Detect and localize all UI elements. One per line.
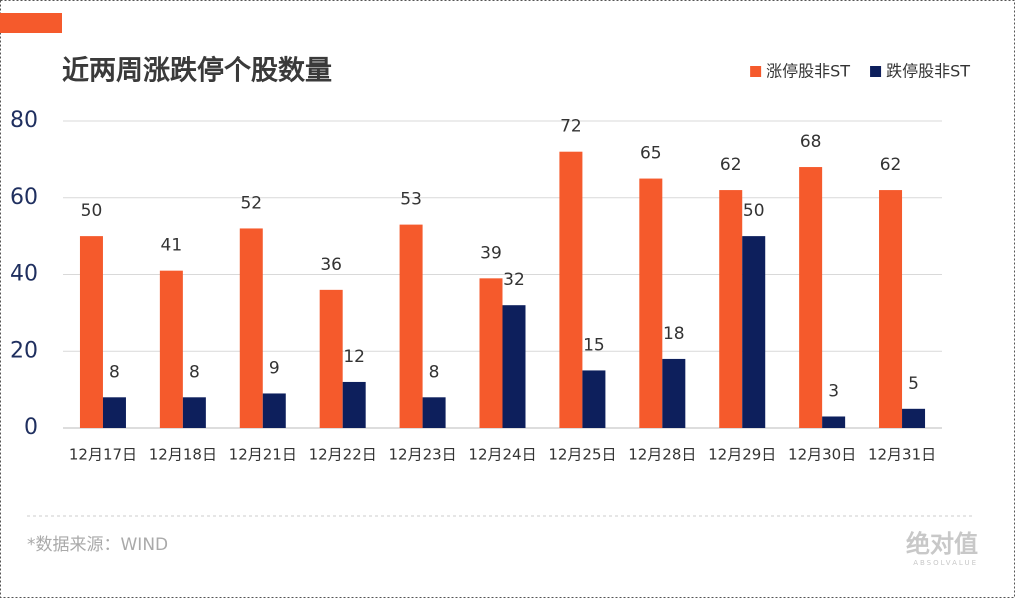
bar (479, 278, 503, 428)
y-tick-label: 60 (10, 185, 38, 210)
bar (822, 416, 846, 428)
data-label: 62 (720, 155, 742, 175)
accent-bar (0, 13, 62, 33)
data-label: 5 (908, 374, 919, 394)
x-tick-label: 12月28日 (628, 446, 696, 464)
data-label: 9 (269, 358, 280, 378)
bar (319, 289, 343, 428)
data-label: 8 (429, 362, 440, 382)
bar (799, 167, 823, 429)
source-note: *数据来源：WIND (27, 535, 168, 555)
bar (902, 408, 926, 428)
data-label: 62 (880, 155, 902, 175)
bar (719, 190, 743, 428)
y-tick-label: 40 (10, 262, 38, 287)
bar (79, 236, 103, 428)
bar (262, 393, 286, 428)
x-tick-label: 12月25日 (548, 446, 616, 464)
chart-title: 近两周涨跌停个股数量 (62, 55, 332, 87)
data-label: 50 (81, 201, 103, 221)
data-label: 36 (320, 255, 342, 275)
x-tick-label: 12月22日 (309, 446, 377, 464)
x-tick-label: 12月23日 (388, 446, 456, 464)
data-label: 53 (400, 190, 422, 210)
bar (879, 190, 903, 428)
x-tick-label: 12月30日 (788, 446, 856, 464)
data-label: 18 (663, 324, 685, 344)
data-label: 12 (343, 347, 365, 367)
watermark: 绝对值 (906, 530, 978, 558)
data-label: 15 (583, 335, 605, 355)
y-tick-label: 20 (10, 338, 38, 363)
bar (662, 358, 686, 428)
data-label: 68 (800, 132, 822, 152)
bar (742, 236, 766, 428)
bar (182, 397, 206, 428)
data-label: 65 (640, 144, 662, 164)
data-label: 8 (189, 362, 200, 382)
bar (399, 224, 423, 428)
bar (342, 381, 366, 428)
data-label: 52 (240, 193, 262, 213)
data-label: 32 (503, 270, 525, 290)
bar (639, 178, 663, 428)
x-tick-label: 12月18日 (149, 446, 217, 464)
x-tick-label: 12月17日 (69, 446, 137, 464)
y-tick-label: 80 (10, 108, 38, 133)
bar (159, 270, 183, 428)
x-tick-label: 12月31日 (868, 446, 936, 464)
legend-label: 跌停股非ST (886, 62, 970, 81)
data-label: 39 (480, 243, 502, 263)
x-tick-label: 12月29日 (708, 446, 776, 464)
legend-label: 涨停股非ST (766, 62, 850, 81)
bar (102, 397, 126, 428)
data-label: 50 (743, 201, 765, 221)
data-label: 72 (560, 117, 582, 137)
data-label: 41 (161, 236, 183, 256)
bar (559, 151, 583, 428)
x-tick-label: 12月21日 (229, 446, 297, 464)
bar (582, 370, 606, 428)
bar (502, 305, 526, 428)
watermark-sub: ABSOLVALUE (913, 559, 978, 567)
legend-swatch (750, 66, 762, 77)
bar (422, 397, 446, 428)
legend-swatch (870, 66, 882, 77)
bar (239, 228, 263, 428)
y-tick-label: 0 (24, 415, 38, 440)
data-label: 3 (828, 381, 839, 401)
data-label: 8 (109, 362, 120, 382)
x-tick-label: 12月24日 (468, 446, 536, 464)
